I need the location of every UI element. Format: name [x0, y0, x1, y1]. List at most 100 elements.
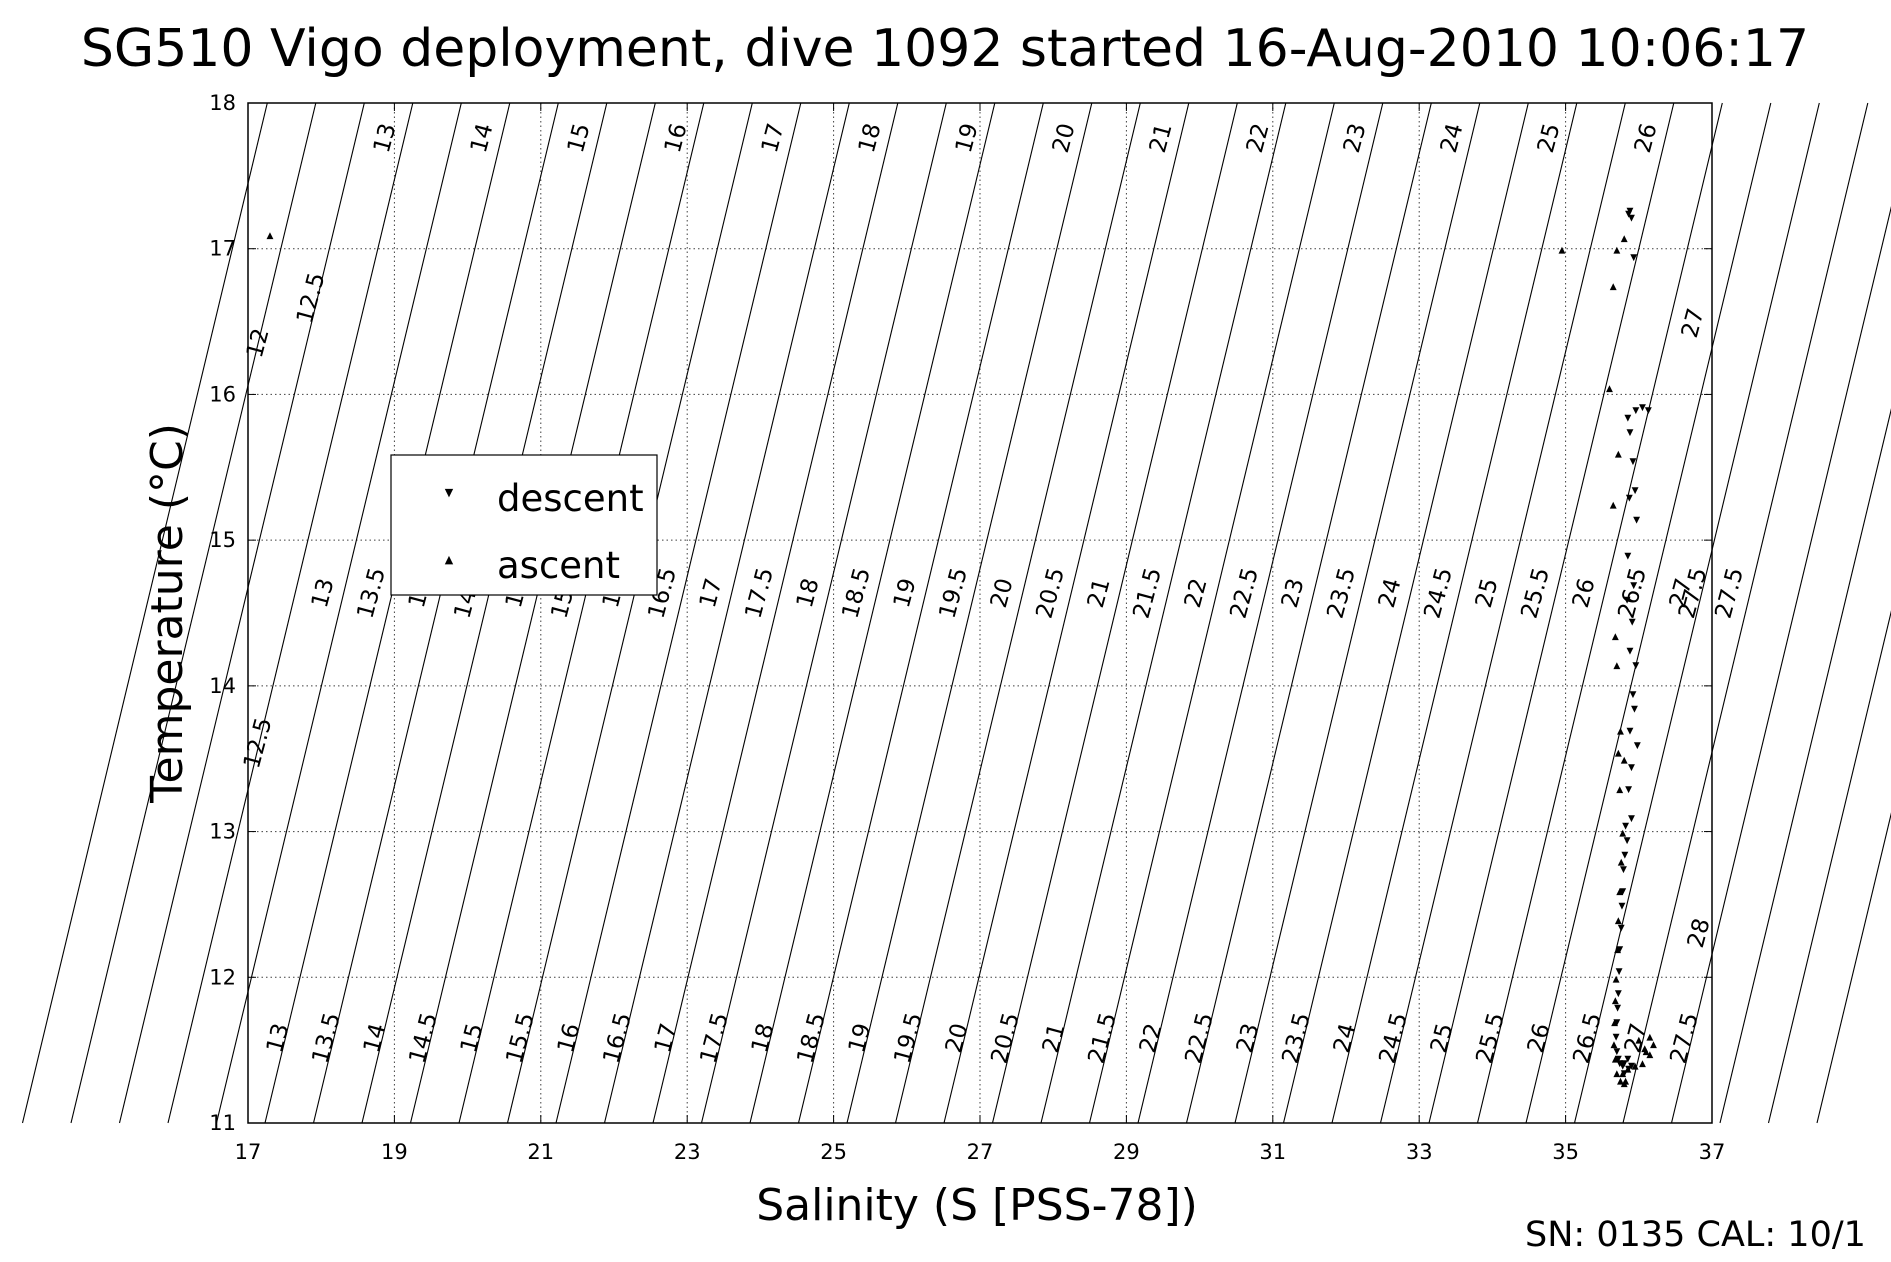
ascent-point: ▲ — [1639, 1059, 1646, 1069]
contour-label-bottom: 24 — [1329, 1021, 1362, 1056]
ascent-point: ▲ — [1650, 1040, 1657, 1050]
descent-point: ▼ — [1631, 705, 1638, 715]
y-axis-label: Temperature (°C) — [142, 423, 193, 804]
descent-point: ▼ — [1622, 821, 1629, 831]
contour-label-middle: 26 — [1568, 576, 1601, 611]
legend: ▼ descent ▲ ascent — [390, 454, 658, 596]
descent-point: ▼ — [1633, 515, 1640, 525]
descent-point: ▼ — [1628, 763, 1635, 773]
descent-point: ▼ — [1615, 1054, 1622, 1064]
ascent-point: ▲ — [1641, 1044, 1648, 1054]
descent-point: ▼ — [1625, 209, 1632, 219]
contour-label-bottom: 19.5 — [890, 1010, 928, 1066]
contour-label-left: 12.5 — [292, 270, 330, 326]
density-contour-line — [264, 102, 511, 1124]
contour-label-bottom: 13 — [262, 1021, 295, 1056]
contour-label-middle: 23.5 — [1323, 565, 1361, 621]
contour-label-bottom: 14 — [359, 1021, 392, 1056]
x-tick-label: 37 — [1699, 1140, 1726, 1164]
descent-point: ▼ — [1632, 406, 1639, 416]
descent-point: ▼ — [1619, 901, 1626, 911]
contour-label-middle: 18 — [792, 576, 825, 611]
ascent-point: ▲ — [1613, 246, 1620, 256]
contour-label-top: 13 — [369, 121, 402, 156]
ascent-point: ▲ — [1621, 756, 1628, 766]
descent-point: ▼ — [1624, 552, 1631, 562]
contour-label-bottom: 20.5 — [987, 1010, 1025, 1066]
contour-label-top: 18 — [854, 121, 887, 156]
contour-label-bottom: 20 — [941, 1021, 974, 1056]
density-contour-line — [1185, 102, 1432, 1124]
contour-label-bottom: 23 — [1232, 1021, 1265, 1056]
contour-label-middle: 26.5 — [1614, 565, 1652, 621]
ascent-point: ▲ — [1646, 1033, 1653, 1043]
contour-label-bottom: 21.5 — [1084, 1010, 1122, 1066]
ascent-point: ▲ — [1612, 632, 1619, 642]
ascent-point: ▲ — [1610, 282, 1617, 292]
contour-label-left: 12 — [242, 326, 275, 361]
density-contour-line — [312, 102, 559, 1124]
contour-label-middle: 22.5 — [1226, 565, 1264, 621]
density-contour-line — [797, 102, 1044, 1124]
legend-marker-ascent: ▲ — [445, 553, 454, 566]
y-tick-label: 11 — [209, 1111, 236, 1135]
contour-label-middle: 21 — [1083, 576, 1116, 611]
density-contour-line — [1234, 102, 1481, 1124]
ascent-point: ▲ — [1617, 1076, 1624, 1086]
density-contour-line — [749, 102, 996, 1124]
contour-label-middle: 24.5 — [1420, 565, 1458, 621]
density-contour-line — [1040, 102, 1287, 1124]
descent-point: ▼ — [1621, 1069, 1628, 1079]
contour-label-bottom: 27.5 — [1666, 1010, 1704, 1066]
descent-point: ▼ — [1624, 836, 1631, 846]
ascent-point: ▲ — [1643, 1047, 1650, 1057]
contour-label-middle: 19.5 — [935, 565, 973, 621]
contour-label-middle: 21.5 — [1129, 565, 1167, 621]
density-contour-line — [458, 102, 705, 1124]
y-tick-label: 16 — [209, 382, 236, 406]
ascent-point: ▲ — [1612, 996, 1619, 1006]
x-tick-label: 31 — [1259, 1140, 1286, 1164]
ascent-point: ▲ — [1624, 1065, 1631, 1075]
contour-label-bottom: 25.5 — [1472, 1010, 1510, 1066]
descent-point: ▼ — [1627, 646, 1634, 656]
ascent-point: ▲ — [1635, 1035, 1642, 1045]
contour-label-bottom: 26.5 — [1569, 1010, 1607, 1066]
y-tick-label: 14 — [209, 674, 236, 698]
ascent-point: ▲ — [1613, 974, 1620, 984]
density-contour-line — [1476, 102, 1723, 1124]
contour-label-middle: 25 — [1471, 576, 1504, 611]
density-contour-line — [1670, 206, 1891, 1124]
ascent-point: ▲ — [1606, 384, 1613, 394]
density-contour-line — [991, 102, 1238, 1124]
density-contour-line — [943, 102, 1190, 1124]
contour-label-bottom: 25 — [1426, 1021, 1459, 1056]
descent-point: ▼ — [1627, 206, 1634, 216]
descent-point: ▼ — [1624, 1054, 1631, 1064]
density-contour-line — [894, 102, 1141, 1124]
ascent-point: ▲ — [1632, 1062, 1639, 1072]
ascent-point: ▲ — [1646, 1050, 1653, 1060]
ascent-point: ▲ — [1610, 501, 1617, 511]
calibration-footer: SN: 0135 CAL: 10/1 — [1525, 1215, 1866, 1255]
contour-label-bottom: 17 — [650, 1021, 683, 1056]
contour-label-right: 28 — [1683, 916, 1716, 951]
descent-point: ▼ — [1624, 413, 1631, 423]
contour-label-bottom: 21 — [1038, 1021, 1071, 1056]
descent-point: ▼ — [1625, 1065, 1632, 1075]
descent-point: ▼ — [1634, 741, 1641, 751]
density-contour-line — [1767, 610, 1891, 1124]
density-contour-line — [70, 102, 317, 1124]
ascent-series: ▲▲▲▲▲▲▲▲▲▲▲▲▲▲▲▲▲▲▲▲▲▲▲▲▲▲▲▲▲▲ ▲ ▲▲▲▲▲▲▲ — [266, 231, 1656, 1089]
ascent-point: ▲ — [1616, 785, 1623, 795]
ascent-point: ▲ — [1613, 661, 1620, 671]
descent-point: ▼ — [1630, 581, 1637, 591]
contour-label-bottom: 17.5 — [696, 1010, 734, 1066]
descent-point: ▼ — [1614, 1003, 1621, 1013]
descent-point: ▼ — [1630, 253, 1637, 263]
descent-point: ▼ — [1616, 1059, 1623, 1069]
descent-point: ▼ — [1613, 1033, 1620, 1043]
y-tick-label: 15 — [209, 528, 236, 552]
density-contour-line — [167, 102, 414, 1124]
